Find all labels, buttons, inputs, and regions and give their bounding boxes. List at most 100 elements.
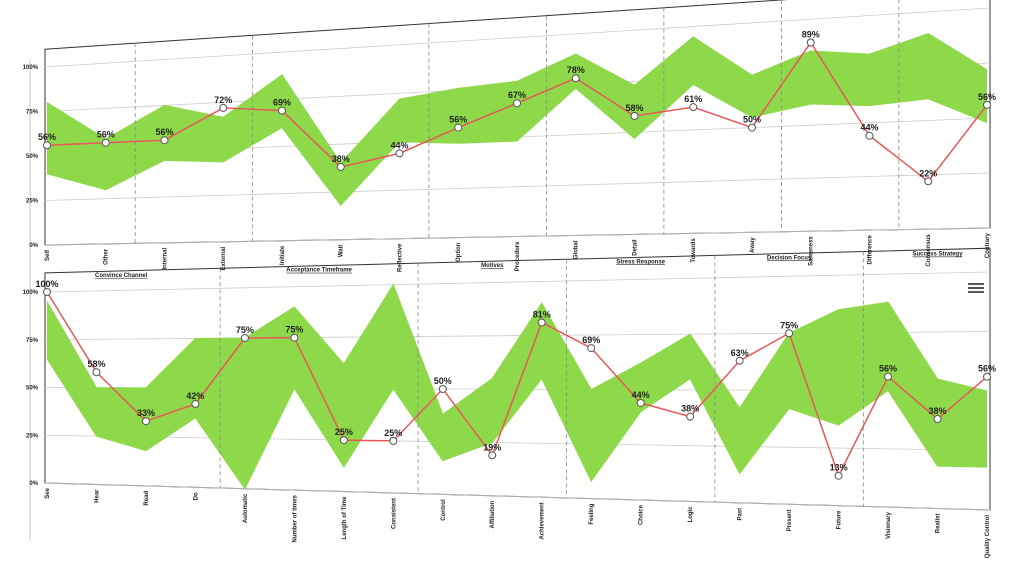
- value-label: 69%: [273, 98, 291, 108]
- point: [488, 451, 497, 460]
- y-tick-label: 0%: [29, 481, 38, 487]
- value-label: 72%: [214, 95, 232, 105]
- point: [389, 436, 398, 445]
- x-tick-label: Achievement: [540, 502, 546, 539]
- menu-bar[interactable]: [968, 287, 984, 289]
- y-tick-label: 75%: [26, 338, 39, 344]
- x-tick-label: Logic: [688, 506, 694, 523]
- value-label: 56%: [978, 364, 996, 374]
- point: [290, 333, 299, 342]
- value-label: 50%: [743, 115, 761, 125]
- x-tick-label: Consistent: [391, 498, 397, 529]
- point: [336, 163, 345, 172]
- point: [537, 318, 546, 327]
- x-tick-label: Hear: [94, 489, 100, 503]
- point: [834, 471, 843, 480]
- value-label: 44%: [632, 390, 650, 400]
- value-label: 13%: [830, 463, 848, 473]
- x-tick-label: Affiliation: [490, 500, 496, 528]
- value-label: 56%: [97, 130, 115, 140]
- value-label: 56%: [978, 92, 996, 102]
- y-tick-label: 50%: [26, 154, 39, 160]
- menu-bar[interactable]: [968, 291, 984, 293]
- range-high-edge: [46, 33, 988, 165]
- x-tick-label: Detail: [633, 239, 639, 256]
- x-tick-label: Length of Time: [342, 496, 348, 540]
- value-label: 38%: [929, 406, 947, 416]
- value-label: 38%: [332, 154, 350, 164]
- point: [630, 111, 639, 120]
- x-tick-label: Procedure: [515, 241, 521, 271]
- group-label: Acceptance Timeframe: [286, 268, 352, 274]
- x-tick-label: Number of times: [292, 494, 298, 542]
- value-label: 67%: [508, 90, 526, 100]
- point: [689, 103, 698, 112]
- group-label: Success Strategy: [913, 252, 964, 258]
- point: [43, 141, 51, 150]
- value-label: 58%: [87, 359, 105, 369]
- value-label: 89%: [802, 30, 820, 40]
- point: [43, 287, 51, 296]
- value-label: 33%: [137, 408, 155, 418]
- point: [636, 398, 645, 407]
- grid-line: [44, 434, 991, 451]
- value-label: 25%: [384, 428, 402, 438]
- group-label: Stress Response: [616, 259, 665, 265]
- point: [735, 356, 744, 365]
- point: [160, 136, 169, 145]
- y-tick-label: 0%: [29, 243, 38, 249]
- range-high-edge: [46, 283, 988, 416]
- point: [924, 177, 933, 186]
- point: [983, 372, 991, 381]
- x-tick-label: Feeling: [589, 503, 595, 524]
- y-tick-label: 50%: [26, 386, 39, 392]
- x-tick-label: Visionary: [886, 511, 892, 539]
- y-tick-label: 100%: [23, 290, 39, 296]
- x-tick-label: External: [221, 246, 227, 270]
- chart: 0% 25% 50% 75% 100% Convince Channel Acceptanc…: [23, 247, 996, 558]
- range-band: [47, 33, 987, 206]
- grid-line: [44, 172, 991, 201]
- value-label: 44%: [390, 140, 408, 150]
- x-tick-label: Realist: [936, 514, 942, 534]
- x-tick-label: Wait: [339, 245, 345, 257]
- point: [278, 106, 286, 115]
- value-label: 56%: [38, 132, 56, 142]
- y-tick-label: 100%: [23, 65, 39, 71]
- x-tick-label: Other: [104, 248, 110, 265]
- x-tick-label: Contrary: [985, 232, 991, 258]
- point: [513, 99, 521, 108]
- range-low-edge: [46, 358, 988, 490]
- point: [240, 334, 249, 343]
- value-label: 56%: [879, 364, 897, 374]
- point: [884, 372, 893, 381]
- x-tick-label: Choice: [639, 504, 645, 525]
- x-tick-label: Do: [193, 492, 199, 500]
- point: [339, 436, 348, 445]
- range-band: [47, 284, 987, 489]
- point: [748, 123, 756, 132]
- value-label: 22%: [919, 168, 937, 178]
- x-tick-label: Sameness: [809, 236, 815, 266]
- value-label: 75%: [285, 325, 303, 335]
- menu-bar[interactable]: [968, 283, 984, 285]
- point: [191, 399, 200, 408]
- x-tick-label: Present: [787, 509, 793, 531]
- x-tick-label: Internal: [163, 248, 169, 270]
- point: [92, 368, 101, 377]
- menu-icon[interactable]: [968, 283, 984, 293]
- value-label: 61%: [684, 94, 702, 104]
- score-line: [46, 291, 988, 478]
- x-tick-label: See: [45, 487, 51, 498]
- group-label: Decision Focus: [767, 255, 812, 261]
- y-tick-label: 75%: [26, 110, 39, 116]
- value-label: 78%: [567, 65, 585, 75]
- x-tick-label: Initiate: [280, 245, 286, 265]
- x-tick-label: Reflective: [398, 243, 404, 272]
- x-tick-label: Future: [837, 510, 843, 529]
- x-tick-label: Difference: [868, 235, 874, 265]
- x-tick-label: Away: [750, 237, 756, 253]
- x-tick-label: Control: [441, 499, 447, 521]
- value-label: 100%: [35, 279, 58, 289]
